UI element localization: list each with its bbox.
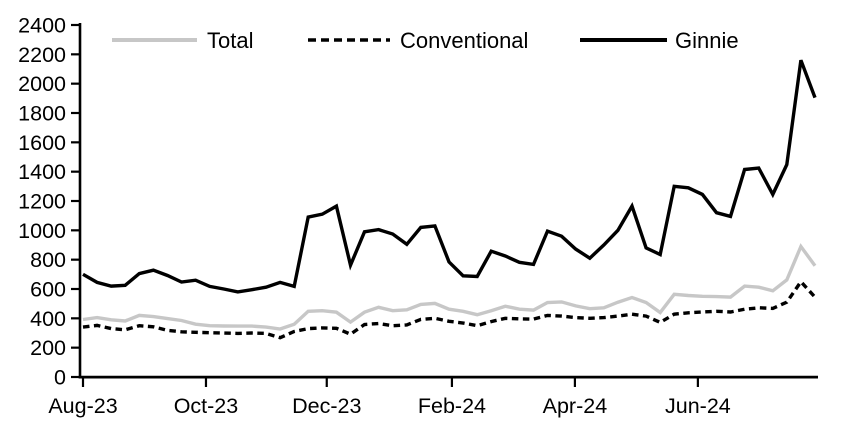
y-axis-tick-label: 2000 — [18, 72, 66, 96]
legend-label-total: Total — [207, 28, 253, 53]
y-axis-tick-label: 1200 — [18, 190, 66, 214]
x-axis-tick-label: Oct-23 — [174, 394, 239, 418]
y-axis-tick-label: 1800 — [18, 102, 66, 126]
y-axis-tick-label: 1600 — [18, 131, 66, 155]
x-axis-tick-label: Apr-24 — [543, 394, 608, 418]
y-axis-tick-label: 400 — [30, 307, 66, 331]
y-axis-tick-label: 800 — [30, 248, 66, 272]
x-axis-tick-label: Feb-24 — [418, 394, 486, 418]
y-axis-tick-label: 2200 — [18, 43, 66, 67]
series-line-ginnie — [82, 59, 817, 294]
x-axis-tick-label: Dec-23 — [292, 394, 361, 418]
y-axis-tick-label: 200 — [30, 336, 66, 360]
x-axis-tick-label: Aug-23 — [48, 394, 117, 418]
y-axis-tick-label: 600 — [30, 278, 66, 302]
legend-label-conventional: Conventional — [400, 28, 528, 53]
x-axis-tick-label: Jun-24 — [665, 394, 731, 418]
series-line-total — [82, 243, 817, 331]
y-axis-tick-label: 1000 — [18, 219, 66, 243]
series-line-conventional — [82, 278, 817, 340]
y-axis-tick-label: 1400 — [18, 160, 66, 184]
y-axis-tick-label: 2400 — [18, 14, 66, 38]
legend-label-ginnie: Ginnie — [675, 28, 739, 53]
y-axis-tick-label: 0 — [54, 366, 66, 390]
